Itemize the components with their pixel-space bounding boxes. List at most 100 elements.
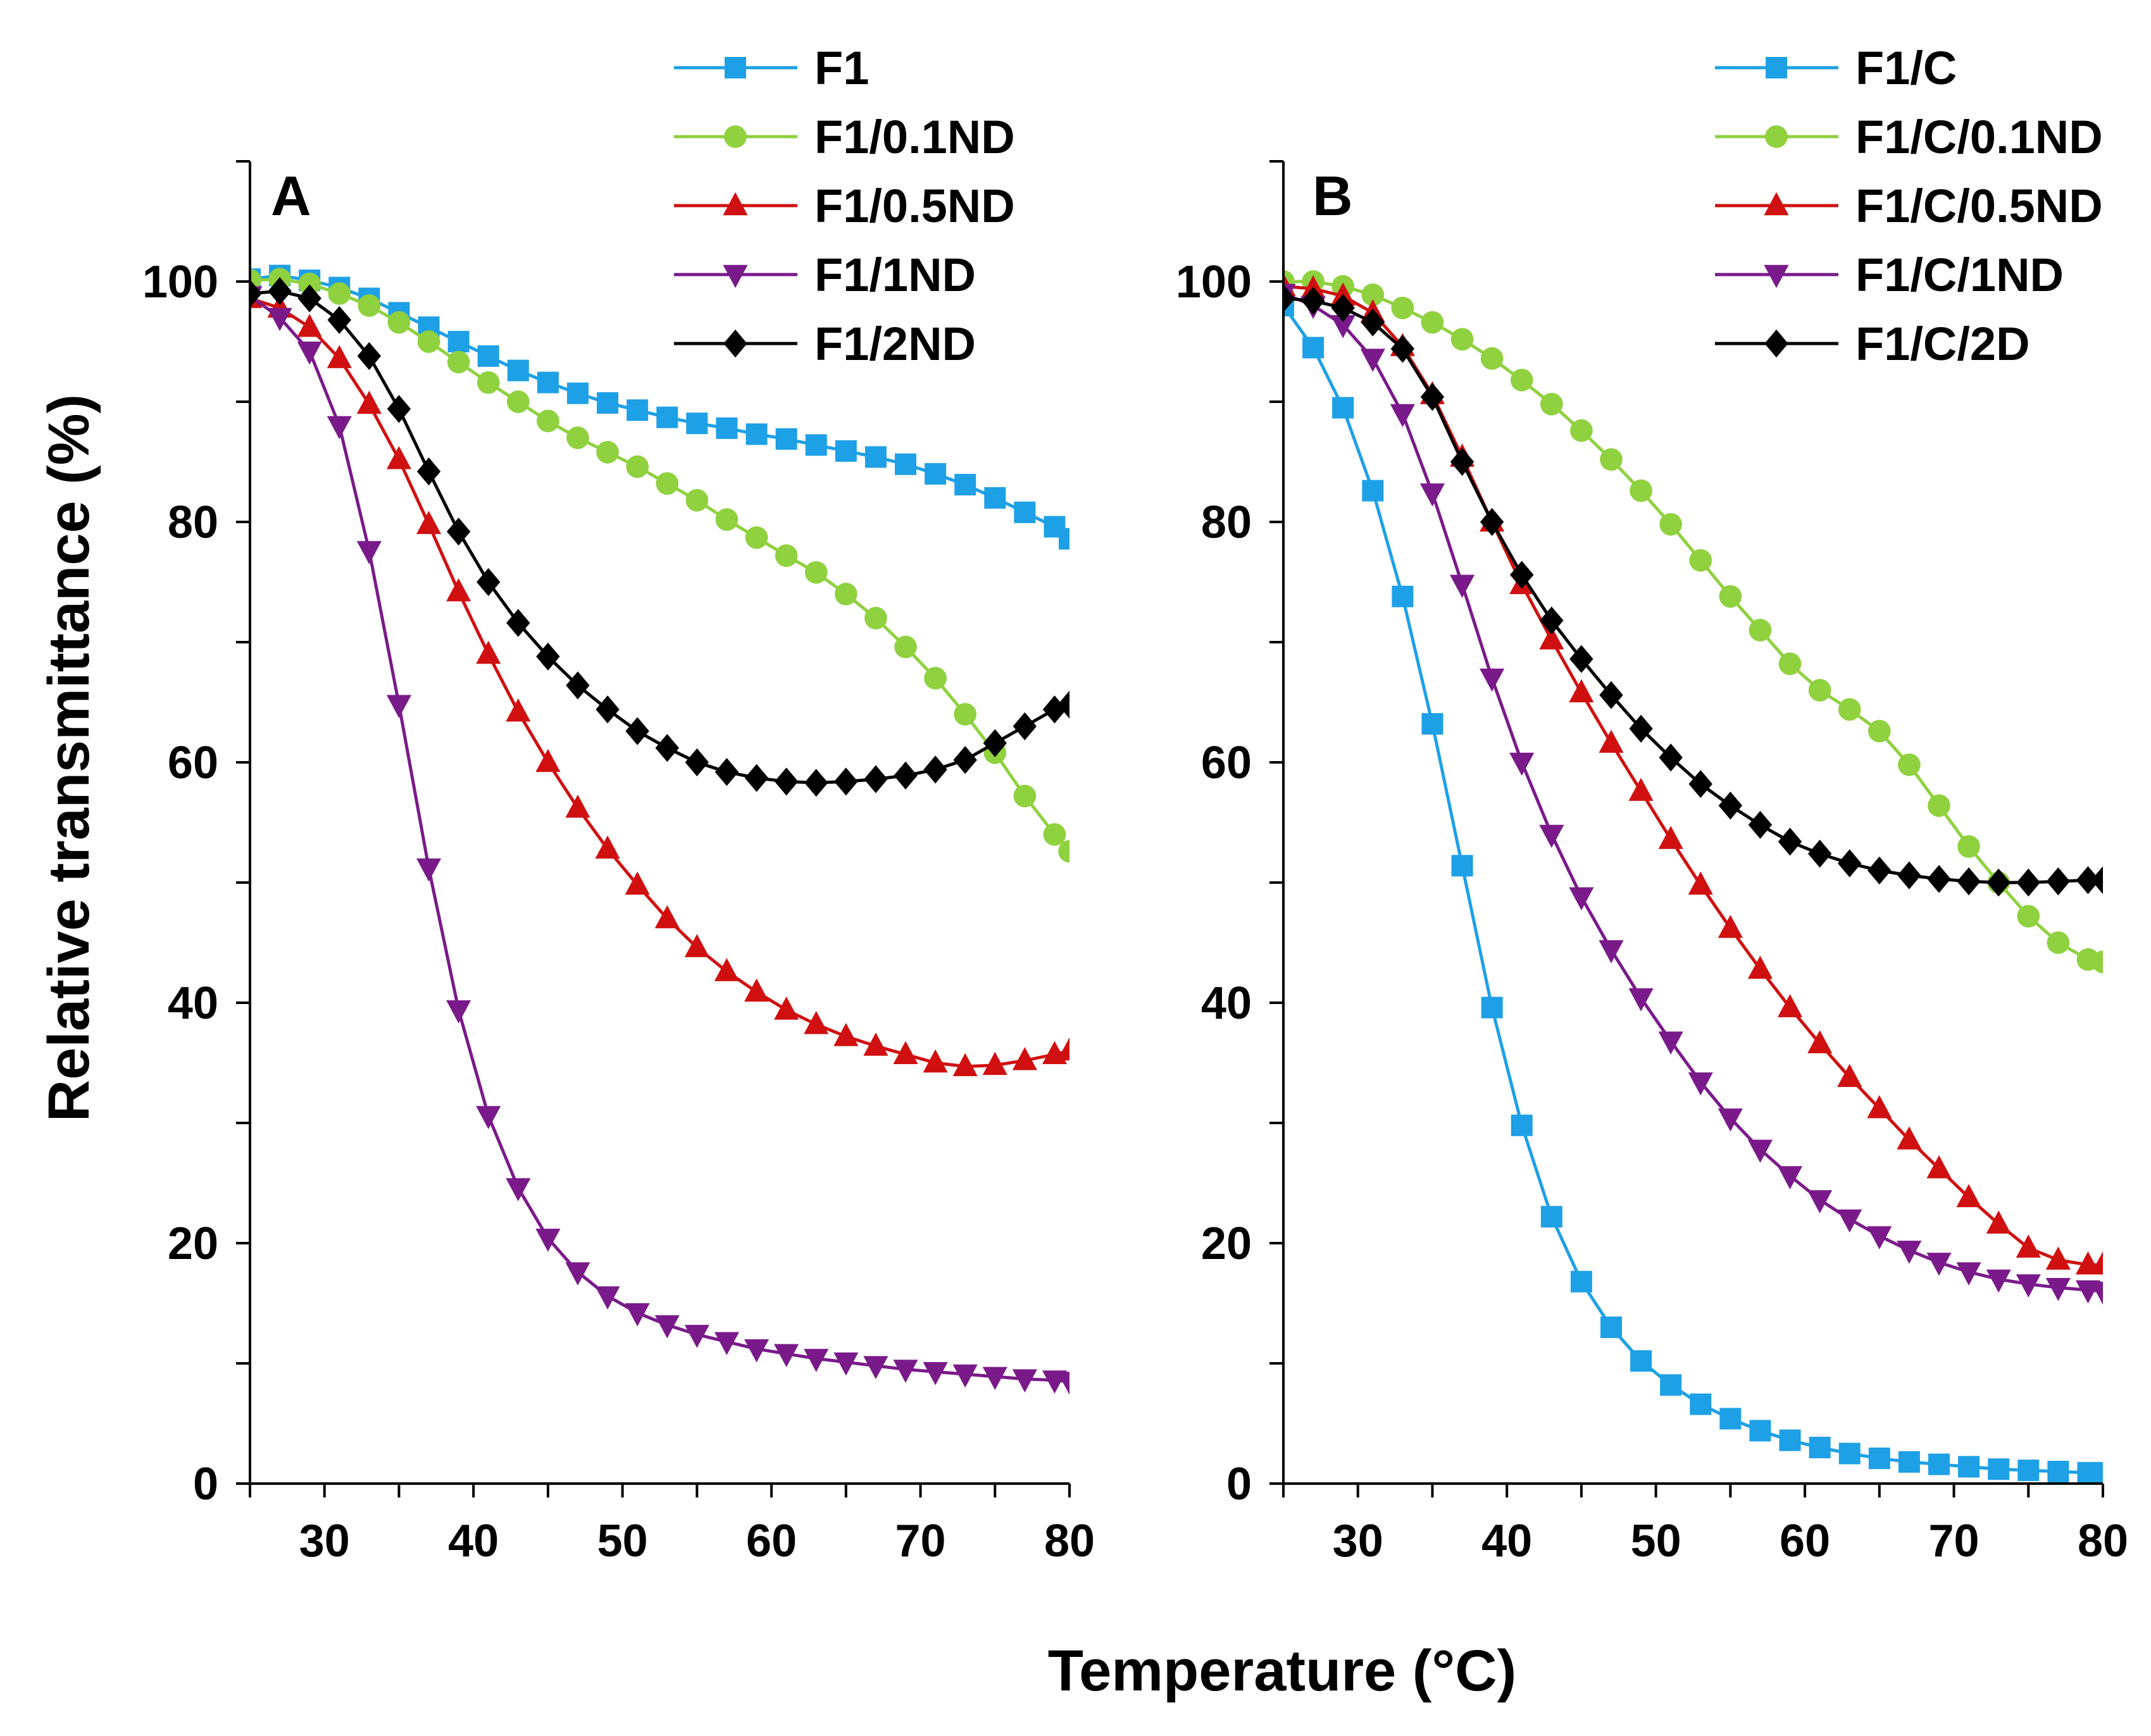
data-point-b-f1-c-2d-7 (1480, 507, 1504, 536)
legend-marker (723, 329, 747, 358)
data-point-b-f1-c-2d-9 (1540, 606, 1564, 635)
data-point-b-f1-c-5 (1421, 713, 1443, 735)
data-point-b-f1-c-2d-18 (1807, 840, 1832, 868)
data-point-a-f1-0-5nd-6 (416, 511, 442, 535)
data-point-b-f1-c-4 (1392, 585, 1414, 607)
data-point-a-f1-0-5nd-14 (654, 905, 680, 929)
data-point-b-f1-c-0-5nd-12 (1628, 778, 1654, 801)
data-point-b-f1-c-0-1nd-5 (1421, 311, 1444, 334)
y-tick-label-a: 0 (193, 1459, 218, 1510)
x-tick-label-a: 60 (746, 1516, 797, 1566)
data-point-b-f1-c-2d-6 (1450, 447, 1475, 476)
data-point-a-f1-1nd-17 (744, 1339, 770, 1363)
data-point-b-f1-c-0-1nd-12 (1630, 479, 1652, 502)
series-a-f1-2nd (250, 277, 1069, 797)
data-point-a-f1-1nd-25 (982, 1367, 1007, 1391)
data-point-a-f1-1nd-8 (476, 1106, 501, 1129)
data-point-a-f1-1nd-26 (1012, 1369, 1037, 1392)
panel-b-legend: F1/C F1/C/0.1ND F1/C/0.5ND F1/C/1ND F1/C/2D (1715, 42, 2103, 370)
data-point-b-f1-c-15 (1719, 1408, 1742, 1430)
data-point-a-f1-2nd-12 (595, 695, 620, 724)
data-point-b-f1-c-2d-22 (1927, 865, 1951, 893)
y-tick-label-a: 100 (142, 257, 218, 307)
data-point-a-f1-0-1nd-17 (745, 526, 768, 549)
data-point-a-f1-1nd-19 (804, 1349, 829, 1372)
data-point-b-f1-c-0-1nd-19 (1838, 698, 1861, 721)
data-point-b-f1-c-1nd-21 (1897, 1241, 1922, 1264)
data-point-b-f1-c-24 (1988, 1458, 2010, 1480)
legend-label: F1/0.5ND (814, 180, 1015, 232)
data-point-a-f1-0-1nd-27 (1043, 823, 1066, 846)
data-point-a-f1-0-1nd-20 (834, 583, 857, 605)
data-point-a-f1-2nd-14 (655, 734, 679, 762)
legend-marker (1764, 329, 1788, 358)
panel-a: 0 20 40 60 80 100 30 40 50 60 70 80 A F1 F1/0.1ND F1/… (142, 42, 1095, 1566)
data-point-b-f1-c-2d-19 (1838, 849, 1862, 877)
data-point-b-f1-c-0-5nd-13 (1658, 826, 1683, 849)
data-point-a-f1-1nd-9 (506, 1178, 531, 1201)
legend-label: F1 (814, 42, 869, 94)
data-point-b-f1-c-1nd-4 (1390, 404, 1415, 428)
data-point-a-f1-2nd-15 (685, 748, 709, 777)
data-point-a-f1-0-1nd-8 (477, 371, 500, 394)
data-point-a-f1-8 (477, 345, 499, 367)
data-point-a-f1-0-1nd-15 (685, 488, 709, 512)
panel-a-legend: F1 F1/0.1ND F1/0.5ND F1/1ND F1/2ND (674, 42, 1015, 370)
data-point-a-f1-2nd-4 (357, 342, 382, 370)
y-tick-label-b: 20 (1201, 1218, 1252, 1269)
data-point-a-f1-2nd-3 (327, 306, 351, 334)
data-point-b-f1-c-7 (1481, 996, 1503, 1019)
data-point-a-f1-28 (1059, 528, 1069, 550)
data-point-b-f1-c-2d-2 (1331, 294, 1355, 322)
data-point-a-f1-2nd-20 (834, 767, 858, 796)
data-point-b-f1-c-1nd-19 (1837, 1209, 1862, 1233)
legend-item-b-f1-c-0-1nd: F1/C/0.1ND (1715, 111, 2103, 163)
data-point-b-f1-c-2d-21 (1897, 861, 1921, 890)
data-point-b-f1-c-2d-25 (2016, 868, 2040, 897)
data-point-b-f1-c-0-5nd-19 (1837, 1063, 1862, 1088)
data-point-b-f1-c-0-5nd-26 (2045, 1246, 2071, 1270)
data-point-b-f1-c-20 (1868, 1448, 1890, 1470)
legend-item-b-f1-c-2d: F1/C/2D (1715, 318, 2030, 370)
data-point-a-f1-0-1nd-28 (1058, 840, 1069, 863)
data-point-b-f1-c-1nd-11 (1599, 940, 1624, 964)
data-point-b-f1-c-0-5nd-20 (1867, 1094, 1892, 1119)
x-tick-label-a: 80 (1044, 1516, 1095, 1566)
data-point-b-f1-c-0-1nd-26 (2047, 931, 2070, 954)
series-b-f1-c (1283, 295, 2103, 1484)
data-point-a-f1-0-1nd-2 (298, 272, 321, 295)
data-point-b-f1-c-1nd-9 (1539, 824, 1564, 848)
data-point-a-f1-0-5nd-19 (804, 1010, 829, 1034)
y-tick-label-b: 60 (1201, 738, 1252, 788)
legend-item-a-f1-1nd: F1/1ND (674, 249, 976, 301)
data-point-a-f1-2nd-21 (864, 765, 888, 793)
data-point-a-f1-23 (925, 463, 947, 485)
data-point-a-f1-0-5nd-26 (1012, 1046, 1037, 1070)
data-point-b-f1-c-1nd-26 (2045, 1278, 2071, 1301)
legend-item-a-f1-0-5nd: F1/0.5ND (674, 180, 1015, 232)
data-point-a-f1-1nd-23 (923, 1362, 948, 1386)
data-point-a-f1-0-5nd-22 (893, 1041, 918, 1064)
data-point-b-f1-c-1nd-14 (1688, 1072, 1713, 1096)
data-point-a-f1-1nd-28 (1057, 1372, 1069, 1395)
data-point-a-f1-2nd-2 (297, 284, 321, 313)
data-point-a-f1-2nd-17 (744, 764, 769, 792)
data-point-b-f1-c-0-1nd-13 (1659, 512, 1683, 536)
panel-b-letter: B (1312, 164, 1353, 227)
legend-item-a-f1-2nd: F1/2ND (674, 318, 976, 370)
x-tick-label-a: 30 (299, 1516, 350, 1566)
y-tick-label-a: 80 (168, 497, 218, 548)
data-point-b-f1-c-22 (1928, 1453, 1950, 1475)
data-point-a-f1-0-1nd-26 (1013, 784, 1037, 808)
data-point-b-f1-c-1nd-15 (1718, 1108, 1743, 1132)
data-point-b-f1-c-10 (1570, 1270, 1592, 1293)
data-point-a-f1-9 (507, 359, 529, 381)
legend-marker (1764, 192, 1789, 216)
data-point-a-f1-2nd-5 (387, 395, 411, 423)
data-point-b-f1-c-2d-26 (2046, 867, 2071, 896)
x-tick-label-b: 70 (1928, 1516, 1979, 1566)
data-point-b-f1-c-0-1nd-3 (1361, 283, 1385, 306)
data-point-a-f1-19 (805, 434, 827, 456)
data-point-b-f1-c-0-1nd-4 (1391, 296, 1414, 319)
